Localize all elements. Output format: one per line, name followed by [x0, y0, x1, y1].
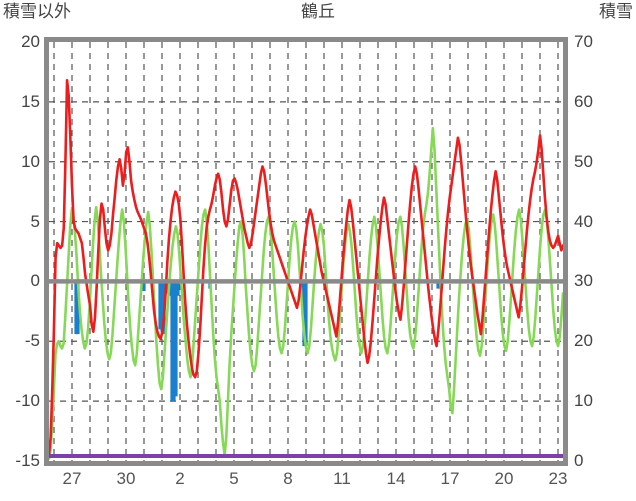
y-tick-left: 15	[21, 91, 40, 111]
y-tick-right: 60	[574, 91, 593, 111]
y-tick-right: 20	[574, 331, 593, 351]
y-tick-right: 30	[574, 271, 593, 291]
red-series-layer	[49, 79, 563, 457]
y-tick-left: 20	[21, 32, 40, 51]
y-tick-right: 0	[574, 451, 584, 470]
x-tick: 30	[116, 469, 136, 488]
zero-line-layer	[49, 279, 563, 284]
x-tick: 8	[283, 469, 293, 488]
x-tick: 20	[494, 469, 514, 488]
x-tick: 2	[175, 469, 185, 488]
x-tick: 14	[386, 469, 406, 488]
y-tick-right: 50	[574, 151, 593, 171]
y-tick-right: 40	[574, 211, 593, 231]
right-axis-title: 積雪	[599, 2, 633, 21]
plot-area	[49, 42, 563, 461]
y-tick-left: 0	[30, 271, 40, 291]
y-tick-left: 5	[30, 211, 40, 231]
green-series-layer	[49, 126, 563, 460]
y-tick-left: -15	[15, 451, 40, 470]
x-tick: 5	[229, 469, 239, 488]
y-tick-left: -5	[24, 331, 40, 351]
x-tick: 23	[548, 469, 568, 488]
x-tick: 27	[62, 469, 82, 488]
plot-wrapper	[44, 37, 568, 466]
y-tick-left: 10	[21, 151, 40, 171]
page-title: 鶴丘	[301, 2, 335, 21]
y-tick-right: 10	[574, 391, 593, 411]
x-tick: 17	[440, 469, 460, 488]
y-tick-left: -10	[15, 391, 40, 411]
purple-baseline-layer	[49, 454, 563, 458]
y-tick-right: 70	[574, 32, 593, 51]
x-tick: 11	[333, 469, 351, 488]
left-axis-title: 積雪以外	[3, 2, 71, 21]
